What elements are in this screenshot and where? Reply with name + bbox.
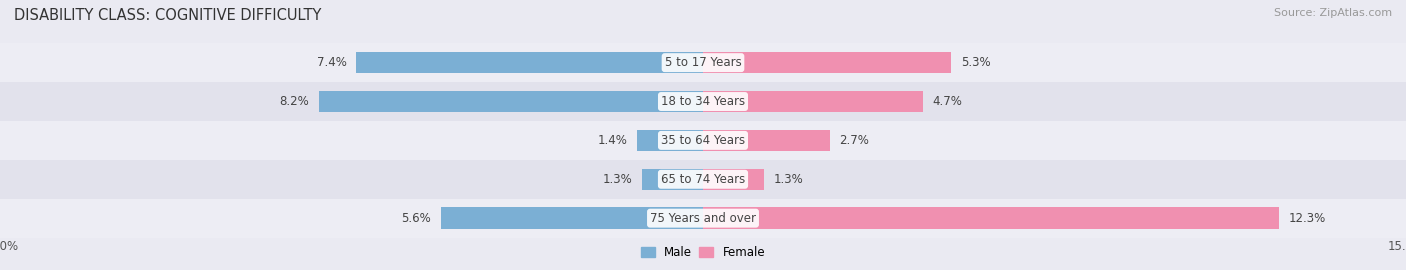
Text: 65 to 74 Years: 65 to 74 Years [661, 173, 745, 186]
Text: 5.3%: 5.3% [960, 56, 990, 69]
Bar [637, 130, 703, 151]
Bar [703, 130, 830, 151]
Bar [703, 52, 952, 73]
Bar [643, 168, 703, 190]
Bar [0, 160, 1406, 199]
Text: 5.6%: 5.6% [402, 212, 432, 225]
Text: 18 to 34 Years: 18 to 34 Years [661, 95, 745, 108]
Legend: Male, Female: Male, Female [636, 242, 770, 264]
Text: 7.4%: 7.4% [316, 56, 347, 69]
Text: 12.3%: 12.3% [1289, 212, 1326, 225]
Text: 2.7%: 2.7% [839, 134, 869, 147]
Bar [703, 207, 1279, 229]
Text: 35 to 64 Years: 35 to 64 Years [661, 134, 745, 147]
Text: Source: ZipAtlas.com: Source: ZipAtlas.com [1274, 8, 1392, 18]
Bar [356, 52, 703, 73]
Bar [0, 82, 1406, 121]
Text: 4.7%: 4.7% [932, 95, 963, 108]
Bar [703, 168, 763, 190]
Text: 1.4%: 1.4% [598, 134, 628, 147]
Text: 1.3%: 1.3% [773, 173, 803, 186]
Bar [0, 199, 1406, 238]
Text: 75 Years and over: 75 Years and over [650, 212, 756, 225]
Bar [319, 91, 703, 112]
Text: 8.2%: 8.2% [280, 95, 309, 108]
Text: 5 to 17 Years: 5 to 17 Years [665, 56, 741, 69]
Bar [703, 91, 924, 112]
Text: DISABILITY CLASS: COGNITIVE DIFFICULTY: DISABILITY CLASS: COGNITIVE DIFFICULTY [14, 8, 322, 23]
Bar [0, 121, 1406, 160]
Text: 1.3%: 1.3% [603, 173, 633, 186]
Bar [0, 43, 1406, 82]
Bar [440, 207, 703, 229]
